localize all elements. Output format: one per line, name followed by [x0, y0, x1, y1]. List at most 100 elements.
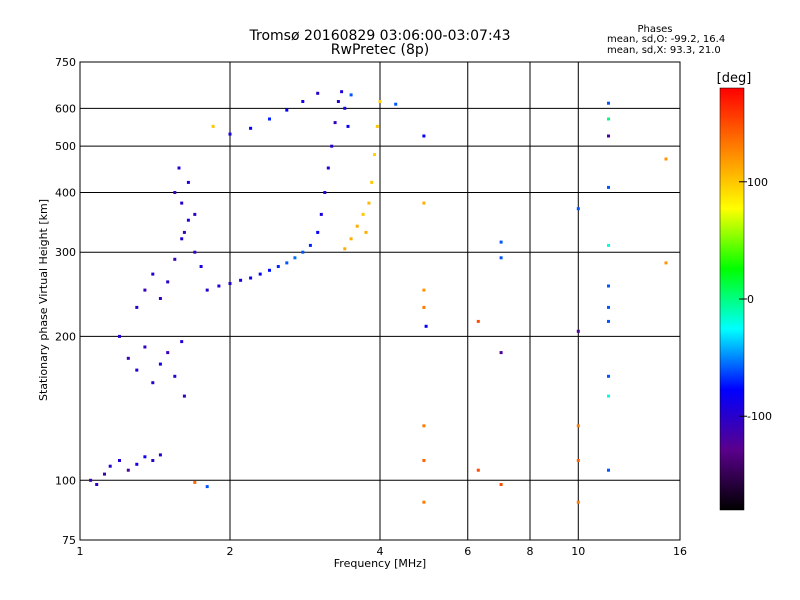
- data-point: [89, 478, 93, 482]
- data-point: [205, 288, 209, 292]
- data-point: [211, 124, 215, 128]
- x-tick-label: 6: [464, 545, 471, 558]
- data-point: [607, 468, 610, 472]
- data-point: [576, 424, 580, 428]
- x-tick-label: 10: [571, 545, 585, 558]
- x-axis-label: Frequency [MHz]: [334, 557, 426, 570]
- data-point: [193, 250, 197, 254]
- data-point: [576, 329, 580, 333]
- data-point: [499, 483, 503, 486]
- data-point: [607, 117, 610, 121]
- data-point: [476, 468, 480, 472]
- phase-info-x: mean, sd,X: 93.3, 21.0: [607, 45, 721, 56]
- y-tick-label: 100: [55, 474, 76, 487]
- data-point: [193, 212, 197, 216]
- data-point: [135, 462, 139, 466]
- x-tick-label: 16: [673, 545, 687, 558]
- data-point: [378, 100, 382, 103]
- data-point: [340, 90, 344, 94]
- data-point: [126, 468, 130, 472]
- data-point: [422, 134, 426, 138]
- data-point: [173, 374, 177, 378]
- data-point: [607, 243, 610, 247]
- data-point: [205, 485, 209, 489]
- y-axis-label: Stationary phase Virtual Height [km]: [37, 199, 50, 401]
- data-point: [166, 280, 170, 284]
- data-point: [336, 100, 340, 103]
- data-point: [607, 394, 610, 398]
- data-point: [258, 272, 262, 276]
- data-point: [607, 305, 610, 309]
- data-point: [293, 256, 297, 260]
- data-point: [158, 453, 162, 457]
- data-point: [180, 201, 184, 205]
- phase-info-o: mean, sd,O: -99.2, 16.4: [607, 34, 725, 45]
- data-point: [180, 237, 184, 241]
- data-point: [228, 282, 232, 285]
- data-point: [182, 394, 186, 398]
- data-point: [607, 134, 610, 138]
- data-point: [361, 212, 365, 216]
- data-point: [349, 237, 353, 241]
- colorbar-tick-label: 0: [747, 293, 754, 306]
- data-point: [373, 153, 376, 157]
- data-point: [422, 424, 426, 428]
- data-point: [323, 191, 327, 194]
- data-point: [664, 261, 668, 265]
- data-point: [249, 276, 253, 280]
- data-point: [135, 368, 139, 372]
- x-tick-label: 1: [77, 545, 84, 558]
- data-point: [499, 256, 503, 260]
- data-point: [177, 166, 181, 170]
- data-point: [158, 362, 162, 366]
- data-point: [326, 166, 330, 170]
- data-point: [173, 191, 177, 194]
- data-point: [476, 319, 480, 323]
- data-point: [422, 288, 426, 292]
- data-point: [108, 464, 112, 468]
- data-point: [367, 201, 371, 205]
- data-point: [394, 102, 398, 106]
- data-point: [422, 305, 426, 309]
- data-point: [158, 297, 162, 300]
- data-point: [143, 455, 147, 459]
- data-point: [308, 243, 312, 247]
- y-tick-label: 400: [55, 186, 76, 199]
- data-point: [186, 180, 190, 184]
- data-point: [268, 117, 271, 121]
- y-tick-label: 750: [55, 56, 76, 69]
- data-point: [316, 91, 320, 95]
- data-point: [166, 351, 170, 355]
- data-point: [576, 500, 580, 504]
- data-point: [576, 207, 580, 211]
- data-point: [182, 230, 186, 234]
- data-point: [576, 459, 580, 462]
- data-point: [285, 108, 289, 112]
- y-tick-label: 75: [62, 534, 76, 547]
- data-point: [499, 351, 503, 355]
- chart-title: Tromsø 20160829 03:06:00-03:07:43: [249, 28, 511, 44]
- data-point: [285, 261, 289, 265]
- x-tick-label: 2: [227, 545, 234, 558]
- data-point: [607, 101, 610, 105]
- data-point: [664, 157, 668, 161]
- colorbar-ticks: 100 0 -100: [719, 87, 772, 511]
- data-point: [370, 180, 374, 184]
- data-point: [607, 319, 610, 323]
- data-point: [173, 257, 177, 261]
- data-point: [268, 268, 271, 272]
- data-point: [316, 230, 320, 234]
- data-point: [301, 250, 305, 254]
- colorbar-tick-label: -100: [747, 410, 772, 423]
- data-point: [319, 212, 323, 216]
- data-point: [422, 459, 426, 462]
- data-point: [333, 121, 337, 125]
- data-point: [180, 340, 184, 344]
- data-point: [422, 500, 426, 504]
- grid-lines: [80, 62, 680, 540]
- data-point: [607, 185, 610, 189]
- data-point: [607, 284, 610, 288]
- data-point: [355, 224, 359, 228]
- data-point: [118, 334, 121, 338]
